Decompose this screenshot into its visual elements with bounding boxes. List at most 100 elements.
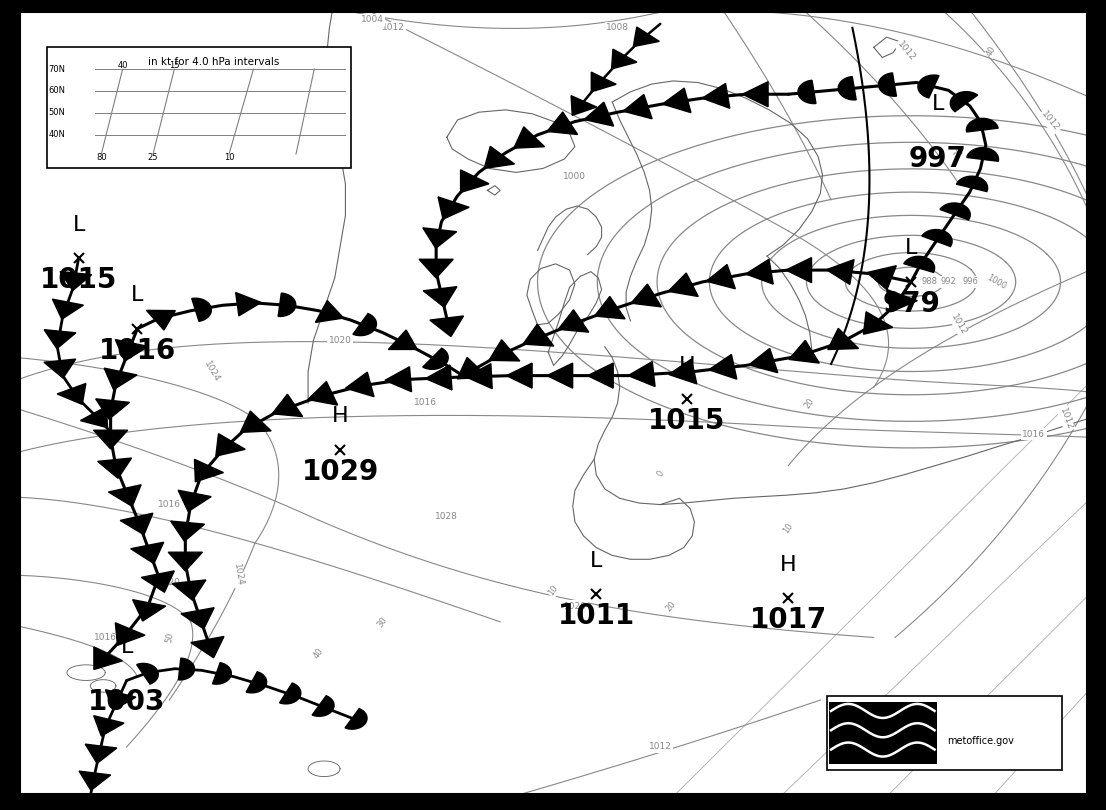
Text: L: L [905, 238, 917, 258]
Polygon shape [702, 83, 730, 109]
Polygon shape [315, 301, 344, 322]
Polygon shape [44, 359, 75, 378]
Text: 988: 988 [922, 277, 938, 286]
Text: 1016: 1016 [414, 399, 437, 407]
Polygon shape [484, 147, 514, 168]
Text: 30: 30 [376, 615, 389, 629]
Polygon shape [312, 696, 334, 716]
Polygon shape [137, 663, 158, 684]
Text: 10: 10 [223, 153, 234, 162]
Polygon shape [419, 259, 453, 278]
Polygon shape [60, 271, 92, 291]
Polygon shape [466, 364, 492, 389]
Polygon shape [547, 363, 573, 388]
Text: 1012: 1012 [1039, 110, 1061, 133]
Text: 20: 20 [803, 396, 816, 410]
Bar [828, 702, 937, 764]
Text: 1016: 1016 [94, 633, 117, 642]
Polygon shape [345, 709, 367, 729]
Polygon shape [592, 72, 616, 92]
Polygon shape [457, 357, 488, 379]
Text: 1011: 1011 [557, 603, 635, 630]
Polygon shape [571, 96, 596, 115]
Polygon shape [422, 228, 457, 249]
Polygon shape [838, 77, 856, 100]
Polygon shape [115, 623, 145, 646]
Polygon shape [58, 383, 86, 404]
Text: 30: 30 [952, 146, 966, 160]
Polygon shape [278, 293, 295, 317]
Text: 40: 40 [312, 646, 325, 660]
Text: 1012: 1012 [950, 313, 969, 337]
Polygon shape [921, 229, 952, 246]
Polygon shape [236, 292, 261, 316]
Polygon shape [786, 258, 812, 283]
Polygon shape [216, 433, 246, 456]
Text: 40N: 40N [49, 130, 65, 139]
Polygon shape [178, 658, 195, 680]
Text: 1012: 1012 [1057, 407, 1074, 431]
Polygon shape [105, 690, 136, 710]
Polygon shape [587, 363, 613, 388]
Polygon shape [668, 273, 698, 296]
Text: 15: 15 [169, 62, 179, 70]
Text: 1008: 1008 [606, 23, 629, 32]
Polygon shape [353, 313, 376, 335]
Text: 60N: 60N [49, 87, 65, 96]
Polygon shape [146, 310, 176, 330]
Polygon shape [212, 663, 231, 684]
Text: 1028: 1028 [436, 512, 458, 521]
Text: 10: 10 [782, 521, 795, 535]
Polygon shape [612, 49, 637, 69]
Polygon shape [438, 197, 469, 220]
Polygon shape [181, 608, 215, 629]
Polygon shape [623, 95, 653, 119]
Polygon shape [669, 359, 697, 384]
Text: 10: 10 [546, 584, 561, 598]
Polygon shape [559, 309, 588, 332]
Text: 1020: 1020 [563, 602, 586, 611]
Text: 1020: 1020 [328, 336, 352, 345]
Text: in kt for 4.0 hPa intervals: in kt for 4.0 hPa intervals [148, 57, 280, 66]
Polygon shape [707, 265, 735, 289]
Polygon shape [918, 75, 939, 98]
Text: 1004: 1004 [361, 15, 384, 24]
Bar [46, 47, 351, 168]
Text: 50N: 50N [49, 109, 65, 117]
Polygon shape [867, 266, 896, 290]
Polygon shape [142, 571, 175, 592]
Text: 20: 20 [664, 599, 678, 613]
Polygon shape [178, 490, 211, 512]
Polygon shape [345, 372, 374, 397]
Polygon shape [904, 256, 935, 272]
Polygon shape [742, 82, 768, 107]
Text: 40: 40 [984, 45, 998, 58]
Polygon shape [430, 316, 463, 336]
Polygon shape [957, 177, 988, 192]
Polygon shape [595, 296, 625, 319]
Polygon shape [514, 127, 544, 148]
Text: 1012: 1012 [895, 40, 917, 63]
Polygon shape [422, 348, 448, 369]
Polygon shape [307, 382, 337, 405]
Polygon shape [94, 716, 124, 736]
Text: L: L [132, 285, 144, 305]
Text: L: L [121, 637, 133, 657]
Polygon shape [52, 299, 83, 319]
Text: 1015: 1015 [648, 407, 726, 435]
Polygon shape [85, 744, 117, 763]
Polygon shape [628, 361, 655, 386]
Text: 80: 80 [96, 153, 106, 162]
Text: 992: 992 [941, 277, 957, 286]
Polygon shape [523, 324, 554, 346]
Text: 25: 25 [148, 153, 158, 162]
Polygon shape [170, 521, 205, 541]
Text: 1029: 1029 [302, 458, 378, 486]
Polygon shape [940, 203, 970, 220]
Text: 1016: 1016 [98, 336, 176, 364]
Polygon shape [745, 259, 773, 284]
Polygon shape [967, 118, 999, 132]
Polygon shape [460, 170, 489, 193]
Polygon shape [799, 80, 816, 104]
Text: 40: 40 [117, 62, 128, 70]
